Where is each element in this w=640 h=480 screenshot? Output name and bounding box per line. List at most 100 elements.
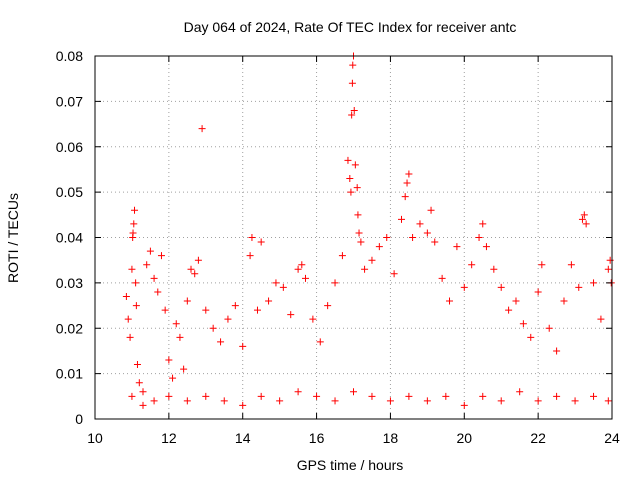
data-point [133, 361, 141, 369]
data-point [538, 261, 546, 269]
x-tick-label: 10 [87, 430, 103, 446]
data-point [298, 261, 306, 269]
data-point [351, 161, 359, 169]
data-point [331, 397, 339, 405]
data-point [183, 397, 191, 405]
data-point [344, 156, 352, 164]
data-point [438, 274, 446, 282]
data-point [124, 315, 132, 323]
data-point [265, 297, 273, 305]
data-point [368, 256, 376, 264]
y-tick-label: 0.04 [56, 230, 83, 246]
y-axis-ticks: 0 0.01 0.02 0.03 0.04 0.05 0.06 0.07 0.08 [56, 48, 612, 427]
x-tick-label: 20 [456, 430, 472, 446]
data-point [220, 397, 228, 405]
data-point [202, 392, 210, 400]
data-point [390, 270, 398, 278]
data-point [453, 243, 461, 251]
data-point [355, 229, 363, 237]
data-point [172, 320, 180, 328]
data-point [122, 292, 130, 300]
data-point [582, 220, 590, 228]
data-point [253, 306, 261, 314]
y-tick-label: 0.05 [56, 184, 83, 200]
data-point [191, 270, 199, 278]
y-tick-label: 0.01 [56, 366, 83, 382]
data-point [416, 220, 424, 228]
data-point [580, 211, 588, 219]
data-point [460, 401, 468, 409]
x-tick-label: 16 [309, 430, 325, 446]
data-point [401, 193, 409, 201]
data-point [386, 397, 394, 405]
data-point [475, 234, 483, 241]
data-point [294, 265, 302, 273]
data-point [512, 297, 520, 305]
data-point [301, 274, 309, 282]
x-tick-label: 24 [604, 430, 620, 446]
data-point [279, 283, 287, 291]
grid-lines [95, 56, 612, 419]
data-point [606, 256, 614, 264]
data-point [161, 306, 169, 314]
data-point [479, 220, 487, 228]
x-axis-ticks: 10 12 14 16 18 20 22 24 [87, 56, 620, 446]
data-point [130, 220, 138, 228]
data-point [403, 179, 411, 187]
data-point [224, 315, 232, 323]
data-point [398, 215, 406, 223]
data-point [423, 397, 431, 405]
data-point [527, 333, 535, 341]
data-point [347, 188, 355, 196]
data-point [165, 392, 173, 400]
data-point [353, 184, 361, 192]
data-point [348, 111, 356, 119]
data-point [331, 279, 339, 287]
data-point [239, 401, 247, 409]
data-point [516, 388, 524, 396]
data-point [460, 283, 468, 291]
data-point [446, 297, 454, 305]
data-point [287, 311, 295, 319]
data-point [405, 170, 413, 178]
data-point [248, 234, 256, 241]
chart-title: Day 064 of 2024, Rate Of TEC Index for r… [184, 19, 517, 35]
data-point [150, 274, 158, 282]
data-point [357, 238, 365, 246]
data-point [597, 315, 605, 323]
data-point [590, 392, 598, 400]
data-point [361, 265, 369, 273]
data-point [239, 342, 247, 350]
data-point [409, 234, 417, 241]
data-point [202, 306, 210, 314]
y-tick-label: 0.08 [56, 48, 83, 64]
data-point [350, 106, 358, 114]
data-point [604, 265, 612, 273]
data-point [176, 333, 184, 341]
data-point [571, 397, 579, 405]
data-point [272, 279, 280, 287]
x-tick-label: 14 [235, 430, 251, 446]
y-tick-label: 0.02 [56, 320, 83, 336]
y-tick-label: 0.07 [56, 93, 83, 109]
data-point [187, 265, 195, 273]
x-tick-label: 18 [383, 430, 399, 446]
data-point [604, 397, 612, 405]
data-point [497, 397, 505, 405]
data-point [519, 320, 527, 328]
data-point [128, 265, 136, 273]
data-point [217, 338, 225, 346]
data-point [128, 392, 136, 400]
y-tick-label: 0 [75, 411, 83, 427]
data-point [139, 401, 147, 409]
data-point [257, 392, 265, 400]
data-point [590, 279, 598, 287]
data-point [405, 392, 413, 400]
data-point [126, 333, 134, 341]
data-point [553, 392, 561, 400]
data-point [505, 306, 513, 314]
data-point [309, 315, 317, 323]
data-point [316, 338, 324, 346]
data-point [545, 324, 553, 332]
